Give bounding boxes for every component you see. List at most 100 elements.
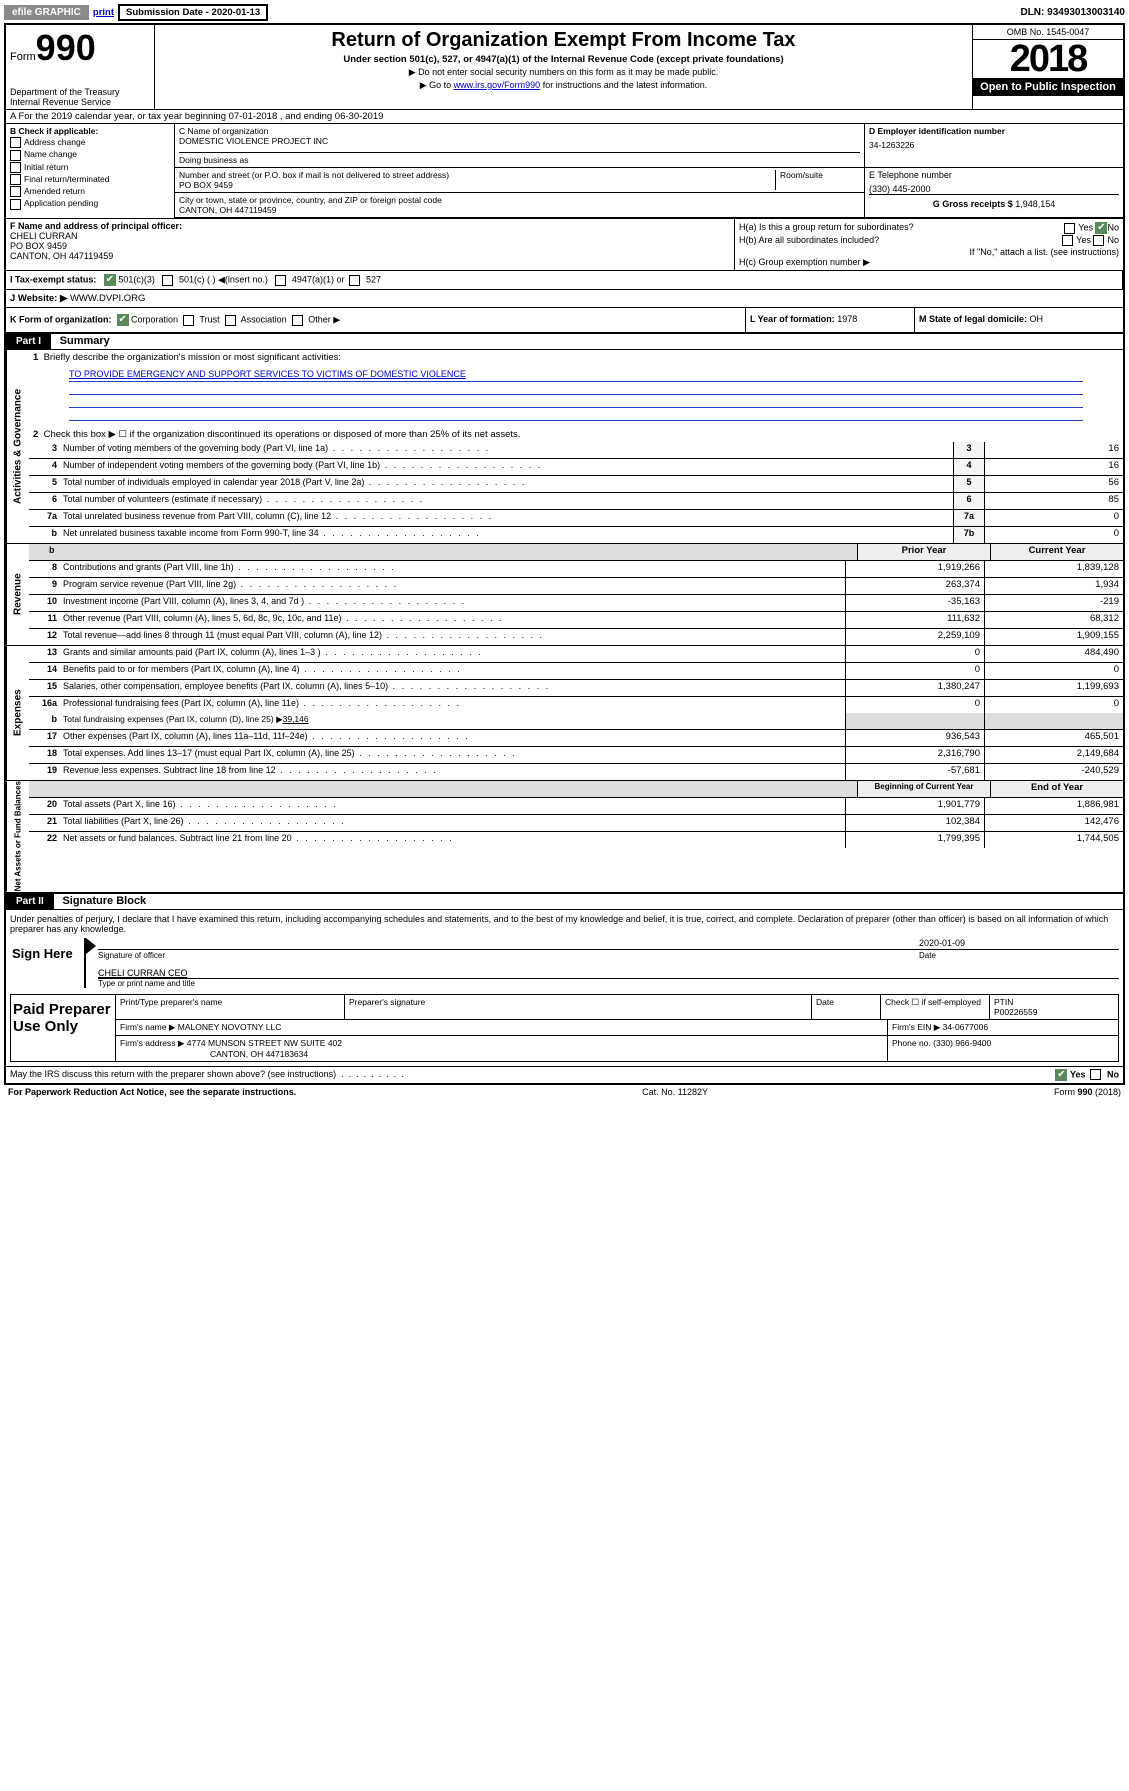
hdr-beg: Beginning of Current Year bbox=[857, 781, 990, 797]
hdr-prior: Prior Year bbox=[857, 544, 990, 560]
year-formation: 1978 bbox=[837, 314, 857, 324]
k-other: Other ▶ bbox=[308, 315, 340, 325]
discuss-yes: Yes bbox=[1070, 1069, 1086, 1079]
section-i: I Tax-exempt status: ✔ 501(c)(3) 501(c) … bbox=[6, 271, 1123, 289]
hdr-end: End of Year bbox=[990, 781, 1123, 797]
city-label: City or town, state or province, country… bbox=[179, 195, 442, 205]
officer-addr1: PO BOX 9459 bbox=[10, 241, 730, 251]
part1-hdr: Part I bbox=[6, 334, 51, 349]
city-value: CANTON, OH 447119459 bbox=[179, 205, 442, 215]
f-label: F Name and address of principal officer: bbox=[10, 221, 730, 231]
efile-badge: efile GRAPHIC bbox=[4, 5, 89, 20]
hb-no: No bbox=[1107, 235, 1119, 245]
discuss-no: No bbox=[1107, 1069, 1119, 1079]
form-prefix: Form bbox=[10, 51, 36, 63]
year-cell: OMB No. 1545-0047 2018 Open to Public In… bbox=[973, 25, 1123, 109]
k-label: K Form of organization: bbox=[10, 315, 112, 325]
p-h4: Check ☐ if self-employed bbox=[881, 995, 990, 1019]
i-501c3: 501(c)(3) bbox=[118, 275, 155, 285]
firm-ein-label: Firm's EIN ▶ bbox=[892, 1022, 940, 1032]
website-value: WWW.DVPI.ORG bbox=[70, 293, 145, 304]
gross-value: 1,948,154 bbox=[1015, 199, 1055, 209]
side-net: Net Assets or Fund Balances bbox=[6, 781, 29, 891]
part1-title: Summary bbox=[54, 333, 116, 349]
check-icon: ✔ bbox=[117, 314, 129, 326]
m-label: M State of legal domicile: bbox=[919, 314, 1027, 324]
section-h: H(a) Is this a group return for subordin… bbox=[735, 219, 1123, 270]
firm-phone: (330) 966-9400 bbox=[933, 1038, 991, 1048]
sign-here: Sign Here bbox=[10, 938, 86, 988]
section-j: J Website: ▶ WWW.DVPI.ORG bbox=[6, 290, 1123, 308]
opt-address: Address change bbox=[24, 137, 85, 147]
e-label: E Telephone number bbox=[869, 170, 1119, 180]
hdr-curr: Current Year bbox=[990, 544, 1123, 560]
side-governance: Activities & Governance bbox=[6, 350, 29, 543]
print-link[interactable]: print bbox=[93, 7, 114, 18]
row-a: A For the 2019 calendar year, or tax yea… bbox=[6, 110, 1123, 124]
check-icon: ✔ bbox=[1095, 222, 1107, 234]
firm-label: Firm's name ▶ bbox=[120, 1022, 175, 1032]
i-4947: 4947(a)(1) or bbox=[292, 275, 345, 285]
tax-year: 2018 bbox=[973, 40, 1123, 78]
main-title: Return of Organization Exempt From Incom… bbox=[161, 29, 966, 52]
check-icon: ✔ bbox=[1055, 1069, 1067, 1081]
firm-name: MALONEY NOVOTNY LLC bbox=[178, 1022, 282, 1032]
p-h2: Preparer's signature bbox=[345, 995, 812, 1019]
mission-text: TO PROVIDE EMERGENCY AND SUPPORT SERVICE… bbox=[69, 369, 466, 379]
section-b: B Check if applicable: Address change Na… bbox=[6, 124, 175, 218]
hb-yes: Yes bbox=[1076, 235, 1091, 245]
p-h5: PTIN bbox=[994, 997, 1114, 1007]
section-l: L Year of formation: 1978 bbox=[746, 308, 915, 332]
ein-cell: D Employer identification number 34-1263… bbox=[865, 124, 1123, 167]
tel-cell: E Telephone number (330) 445-2000 G Gros… bbox=[865, 168, 1123, 217]
d-label: D Employer identification number bbox=[869, 126, 1119, 136]
part2-title: Signature Block bbox=[56, 893, 152, 909]
ha-no: No bbox=[1107, 222, 1119, 232]
footer-left: For Paperwork Reduction Act Notice, see … bbox=[8, 1087, 296, 1097]
l-label: L Year of formation: bbox=[750, 314, 835, 324]
p-h1: Print/Type preparer's name bbox=[116, 995, 345, 1019]
opt-pending: Application pending bbox=[24, 198, 98, 208]
hb-label: H(b) Are all subordinates included? bbox=[739, 235, 879, 246]
opt-initial: Initial return bbox=[24, 162, 68, 172]
officer-addr2: CANTON, OH 447119459 bbox=[10, 251, 730, 261]
section-k: K Form of organization: ✔ Corporation Tr… bbox=[6, 308, 746, 332]
i-label: I Tax-exempt status: bbox=[10, 275, 96, 285]
note-goto: ▶ Go to www.irs.gov/Form990 for instruct… bbox=[161, 80, 966, 91]
check-icon: ✔ bbox=[104, 274, 116, 286]
form-number-cell: Form990 Department of the Treasury Inter… bbox=[6, 25, 155, 109]
room-label: Room/suite bbox=[775, 170, 860, 190]
k-assoc: Association bbox=[241, 315, 287, 325]
gov-l1: Briefly describe the organization's miss… bbox=[44, 352, 342, 363]
j-label: J Website: ▶ bbox=[10, 293, 67, 304]
org-name-cell: C Name of organization DOMESTIC VIOLENCE… bbox=[175, 124, 865, 167]
footer-mid: Cat. No. 11282Y bbox=[642, 1087, 708, 1097]
addr-value: PO BOX 9459 bbox=[179, 180, 775, 190]
form-frame: Form990 Department of the Treasury Inter… bbox=[4, 23, 1125, 1085]
b-label: B Check if applicable: bbox=[10, 126, 170, 136]
subtitle: Under section 501(c), 527, or 4947(a)(1)… bbox=[161, 54, 966, 65]
firm-addr2: CANTON, OH 447183634 bbox=[120, 1049, 883, 1059]
gov-l2: Check this box ▶ ☐ if the organization d… bbox=[44, 429, 521, 440]
side-expenses: Expenses bbox=[6, 646, 29, 780]
dln: DLN: 93493013003140 bbox=[1020, 7, 1125, 18]
exp-b-val: 39,146 bbox=[283, 714, 309, 724]
officer-name: CHELI CURRAN bbox=[10, 231, 730, 241]
open-public: Open to Public Inspection bbox=[973, 78, 1123, 96]
phone-label: Phone no. bbox=[892, 1038, 931, 1048]
org-name: DOMESTIC VIOLENCE PROJECT INC bbox=[179, 136, 860, 146]
firm-addr-label: Firm's address ▶ bbox=[120, 1038, 184, 1048]
sign-date: 2020-01-09 bbox=[919, 938, 1119, 948]
ha-label: H(a) Is this a group return for subordin… bbox=[739, 222, 914, 234]
section-f: F Name and address of principal officer:… bbox=[6, 219, 735, 270]
arrow-icon bbox=[86, 938, 96, 954]
note2-pre: ▶ Go to bbox=[420, 80, 454, 90]
hc-label: H(c) Group exemption number ▶ bbox=[739, 257, 1119, 268]
ha-yes: Yes bbox=[1078, 222, 1093, 232]
signer-name: CHELI CURRAN CEO bbox=[98, 968, 188, 978]
discuss-text: May the IRS discuss this return with the… bbox=[10, 1069, 336, 1079]
form990-link[interactable]: www.irs.gov/Form990 bbox=[454, 80, 541, 90]
firm-addr1: 4774 MUNSON STREET NW SUITE 402 bbox=[187, 1038, 342, 1048]
form-number: 990 bbox=[36, 27, 96, 68]
addr-label: Number and street (or P.O. box if mail i… bbox=[179, 170, 775, 180]
